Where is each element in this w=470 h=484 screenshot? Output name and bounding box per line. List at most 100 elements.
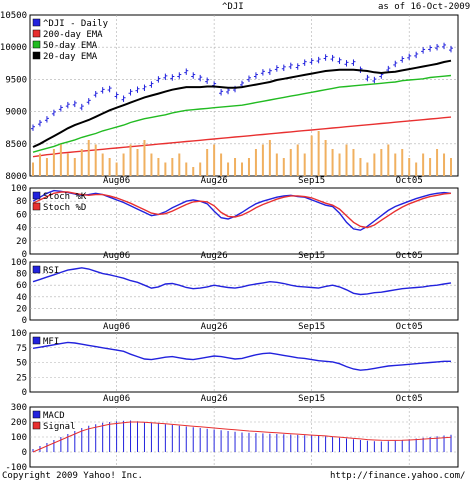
volume-bar-13 [122, 153, 125, 176]
x-tick-3-3: Oct05 [396, 394, 423, 404]
volume-bar-34 [268, 140, 271, 176]
series-rsi [32, 267, 452, 296]
volume-bar-42 [324, 140, 327, 176]
header-symbol: ^DJI [222, 2, 244, 12]
volume-bar-46 [352, 149, 355, 176]
y-tick-price-8000: 8000 [5, 172, 27, 182]
x-tick-3-0: Aug06 [103, 394, 130, 404]
legend-label-stochastic-0: Stoch %K [43, 192, 87, 202]
footer-copyright: Copyright 2009 Yahoo! Inc. [2, 471, 143, 480]
legend-label-price-0: ^DJI - Daily [43, 19, 109, 29]
volume-bar-24 [199, 162, 202, 176]
x-tick-0-0: Aug06 [103, 176, 130, 186]
volume-bar-32 [254, 149, 257, 176]
legend-label-macd-0: MACD [43, 411, 65, 421]
volume-bar-3 [52, 149, 55, 176]
volume-bar-14 [129, 144, 132, 176]
legend-swatch-macd-1 [32, 421, 41, 430]
series-signal [32, 421, 452, 453]
volume-bar-31 [247, 158, 250, 176]
legend-label-price-2: 50-day EMA [43, 41, 98, 51]
y-tick-macd-100: 100 [11, 433, 27, 443]
volume-bar-55 [415, 162, 418, 176]
volume-bar-54 [408, 158, 411, 176]
volume-bar-50 [380, 149, 383, 176]
legend-label-price-1: 200-day EMA [43, 30, 103, 40]
volume-bar-9 [94, 144, 97, 176]
volume-bar-57 [429, 158, 432, 176]
volume-bar-12 [115, 162, 118, 176]
volume-bar-45 [345, 144, 348, 176]
y-tick-stochastic-0: 0 [22, 250, 27, 260]
y-tick-rsi-100: 100 [11, 258, 27, 268]
x-tick-1-2: Sep15 [298, 251, 325, 261]
y-tick-mfi-50: 50 [16, 359, 27, 369]
series-stoch-d [32, 191, 452, 229]
volume-bar-48 [366, 162, 369, 176]
volume-bar-11 [108, 158, 111, 176]
volume-bar-60 [450, 158, 452, 176]
legend-label-mfi-0: MFI [43, 337, 59, 347]
volume-bar-1 [38, 153, 41, 176]
y-tick-rsi-80: 80 [16, 270, 27, 280]
volume-bar-56 [422, 153, 425, 176]
y-tick-macd-300: 300 [11, 403, 27, 413]
volume-bar-27 [220, 153, 223, 176]
y-tick-price-9500: 9500 [5, 75, 27, 85]
legend-swatch-rsi-0 [32, 265, 41, 274]
volume-bar-28 [227, 162, 230, 176]
panel-frame-stochastic [29, 187, 459, 255]
volume-bar-22 [185, 162, 188, 176]
y-tick-price-8500: 8500 [5, 140, 27, 150]
y-tick-stochastic-20: 20 [16, 237, 27, 247]
x-tick-2-0: Aug06 [103, 322, 130, 332]
legend-swatch-price-0 [32, 18, 41, 27]
volume-bar-35 [275, 153, 278, 176]
y-tick-price-10500: 10500 [0, 11, 27, 21]
legend-swatch-stochastic-1 [32, 202, 41, 211]
volume-bar-15 [136, 149, 139, 176]
y-tick-mfi-100: 100 [11, 329, 27, 339]
volume-bar-39 [303, 153, 306, 176]
legend-label-macd-1: Signal [43, 422, 76, 432]
series-50-day-ema [32, 74, 452, 153]
series-stoch-k [32, 189, 452, 231]
legend-label-price-3: 20-day EMA [43, 52, 98, 62]
volume-bar-51 [387, 144, 390, 176]
volume-bar-58 [436, 149, 439, 176]
legend-swatch-price-3 [32, 51, 41, 60]
y-tick-stochastic-40: 40 [16, 224, 27, 234]
volume-bar-0 [32, 162, 34, 176]
volume-bar-18 [157, 158, 160, 176]
volume-bar-7 [80, 149, 83, 176]
header-as-of: as of 16-Oct-2009 [378, 2, 470, 12]
volume-bar-17 [150, 153, 153, 176]
y-tick-mfi-0: 0 [22, 388, 27, 398]
volume-bar-26 [213, 144, 216, 176]
y-tick-stochastic-100: 100 [11, 184, 27, 194]
volume-bar-44 [338, 153, 341, 176]
legend-swatch-macd-0 [32, 410, 41, 419]
volume-bar-16 [143, 140, 146, 176]
y-tick-price-10000: 10000 [0, 43, 27, 53]
y-tick-rsi-60: 60 [16, 281, 27, 291]
volume-bar-8 [87, 140, 90, 176]
volume-bar-5 [66, 153, 69, 176]
y-tick-mfi-25: 25 [16, 373, 27, 383]
volume-bar-30 [241, 162, 243, 176]
legend-label-stochastic-1: Stoch %D [43, 203, 86, 213]
volume-bar-2 [45, 158, 48, 176]
volume-bar-38 [296, 144, 299, 176]
y-tick-stochastic-80: 80 [16, 197, 27, 207]
volume-bar-53 [401, 149, 404, 176]
volume-bar-29 [234, 158, 237, 176]
series-200-day-ema [32, 116, 452, 158]
volume-bar-21 [178, 153, 181, 176]
y-tick-rsi-20: 20 [16, 304, 27, 314]
volume-bar-41 [317, 131, 320, 176]
legend-swatch-stochastic-0 [32, 191, 41, 200]
x-tick-2-3: Oct05 [396, 322, 423, 332]
legend-swatch-mfi-0 [32, 336, 41, 345]
